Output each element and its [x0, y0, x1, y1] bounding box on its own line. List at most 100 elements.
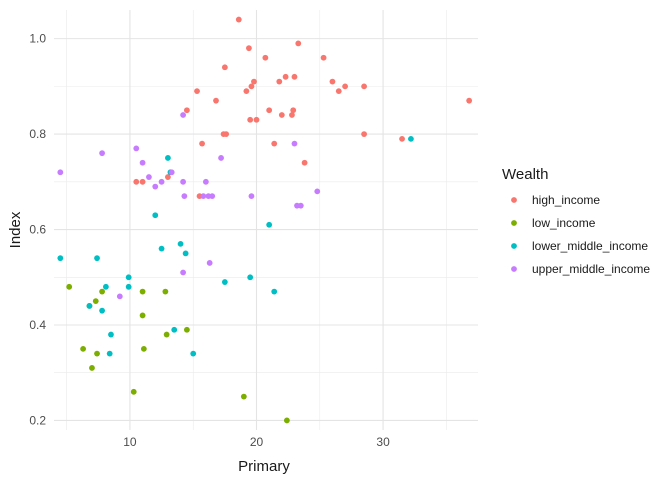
data-point-upper-middle-income: [146, 174, 152, 180]
data-point-upper-middle-income: [209, 193, 216, 200]
data-point-high-income: [295, 40, 302, 47]
data-point-upper-middle-income: [57, 169, 64, 176]
data-point-low-income: [283, 417, 290, 424]
data-point-lower-middle-income: [108, 331, 114, 338]
data-point-lower-middle-income: [177, 240, 184, 247]
data-point-upper-middle-income: [314, 188, 321, 195]
data-point-high-income: [194, 88, 200, 95]
data-point-high-income: [291, 73, 298, 80]
data-point-high-income: [223, 131, 230, 137]
data-point-upper-middle-income: [206, 260, 213, 266]
data-point-low-income: [139, 288, 146, 295]
data-point-lower-middle-income: [171, 326, 178, 333]
legend-label-high-income: high_income: [532, 193, 600, 207]
data-point-low-income: [89, 365, 95, 371]
x-axis-tick-labels: 10 20 30: [123, 435, 390, 449]
data-point-low-income: [240, 393, 247, 400]
data-point-high-income: [329, 78, 336, 85]
data-points: [57, 16, 473, 424]
legend-label-upper-middle-income: upper_middle_income: [532, 262, 650, 276]
legend-title: Wealth: [502, 166, 548, 183]
data-point-upper-middle-income: [152, 183, 159, 190]
legend-key-high-income: [511, 197, 517, 203]
data-point-high-income: [133, 178, 140, 185]
data-point-high-income: [282, 73, 289, 80]
data-point-lower-middle-income: [190, 350, 197, 357]
legend-label-lower-middle-income: lower_middle_income: [532, 239, 648, 253]
data-point-lower-middle-income: [152, 212, 159, 219]
data-point-upper-middle-income: [168, 169, 175, 176]
data-point-lower-middle-income: [271, 288, 278, 295]
data-point-low-income: [99, 288, 105, 295]
data-point-upper-middle-income: [202, 178, 209, 185]
y-tick-label: 0.2: [29, 413, 46, 427]
data-point-low-income: [80, 345, 87, 352]
data-point-high-income: [466, 97, 473, 104]
x-axis-title: Primary: [238, 458, 290, 475]
data-point-high-income: [301, 159, 308, 166]
data-point-lower-middle-income: [182, 250, 189, 257]
data-point-upper-middle-income: [248, 193, 255, 200]
y-tick-label: 0.4: [29, 318, 46, 332]
data-point-lower-middle-income: [86, 303, 93, 309]
data-point-upper-middle-income: [291, 140, 298, 147]
data-point-lower-middle-income: [99, 307, 105, 314]
data-point-low-income: [163, 331, 170, 338]
y-tick-label: 0.8: [29, 127, 46, 141]
data-point-high-income: [235, 16, 242, 23]
data-point-upper-middle-income: [180, 269, 186, 276]
x-tick-label: 10: [123, 435, 137, 449]
data-point-lower-middle-income: [94, 255, 100, 262]
data-point-upper-middle-income: [180, 178, 186, 185]
legend-key-lower-middle-income: [511, 243, 517, 249]
data-point-low-income: [183, 326, 190, 333]
legend-key-upper-middle-income: [511, 266, 517, 272]
data-point-low-income: [140, 345, 147, 352]
data-point-high-income: [342, 83, 349, 90]
grid-major-lines: [54, 10, 478, 430]
data-point-lower-middle-income: [247, 274, 254, 281]
data-point-high-income: [262, 54, 269, 61]
legend-key-low-income: [511, 220, 517, 226]
y-axis-title: Index: [7, 211, 24, 248]
data-point-high-income: [276, 78, 283, 85]
data-point-high-income: [213, 97, 219, 104]
data-point-lower-middle-income: [106, 350, 113, 357]
data-point-upper-middle-income: [297, 202, 304, 209]
data-point-upper-middle-income: [200, 193, 207, 200]
legend: Wealth high_income low_income lower_middle…: [502, 166, 650, 276]
grid-minor-lines: [54, 10, 478, 430]
data-point-low-income: [66, 283, 73, 290]
data-point-upper-middle-income: [180, 112, 186, 118]
data-point-upper-middle-income: [116, 293, 123, 300]
data-point-high-income: [165, 174, 171, 180]
data-point-high-income: [248, 83, 255, 90]
data-point-low-income: [130, 388, 137, 395]
data-point-high-income: [290, 107, 297, 114]
data-point-lower-middle-income: [266, 221, 273, 228]
data-point-lower-middle-income: [102, 283, 109, 290]
data-point-lower-middle-income: [408, 135, 414, 142]
data-point-lower-middle-income: [165, 155, 171, 161]
data-point-high-income: [271, 140, 278, 147]
data-point-upper-middle-income: [218, 155, 224, 161]
data-point-low-income: [94, 350, 100, 357]
data-point-high-income: [199, 140, 205, 147]
data-point-high-income: [361, 83, 367, 90]
data-point-upper-middle-income: [99, 150, 105, 157]
data-point-high-income: [335, 88, 342, 95]
data-point-high-income: [361, 131, 367, 137]
data-point-high-income: [399, 135, 405, 142]
x-tick-label: 30: [376, 435, 390, 449]
data-point-upper-middle-income: [139, 159, 146, 166]
data-point-low-income: [92, 298, 99, 305]
data-point-high-income: [243, 88, 250, 95]
data-point-high-income: [278, 112, 285, 118]
data-point-high-income: [247, 116, 254, 123]
data-point-lower-middle-income: [221, 279, 228, 285]
data-point-upper-middle-income: [133, 145, 140, 152]
data-point-high-income: [320, 54, 327, 61]
data-point-high-income: [183, 107, 190, 114]
data-point-lower-middle-income: [125, 274, 132, 281]
